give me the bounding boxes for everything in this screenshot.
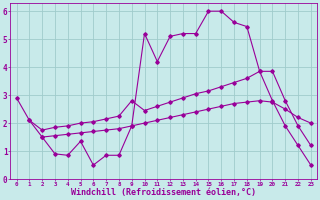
X-axis label: Windchill (Refroidissement éolien,°C): Windchill (Refroidissement éolien,°C) — [71, 188, 256, 197]
